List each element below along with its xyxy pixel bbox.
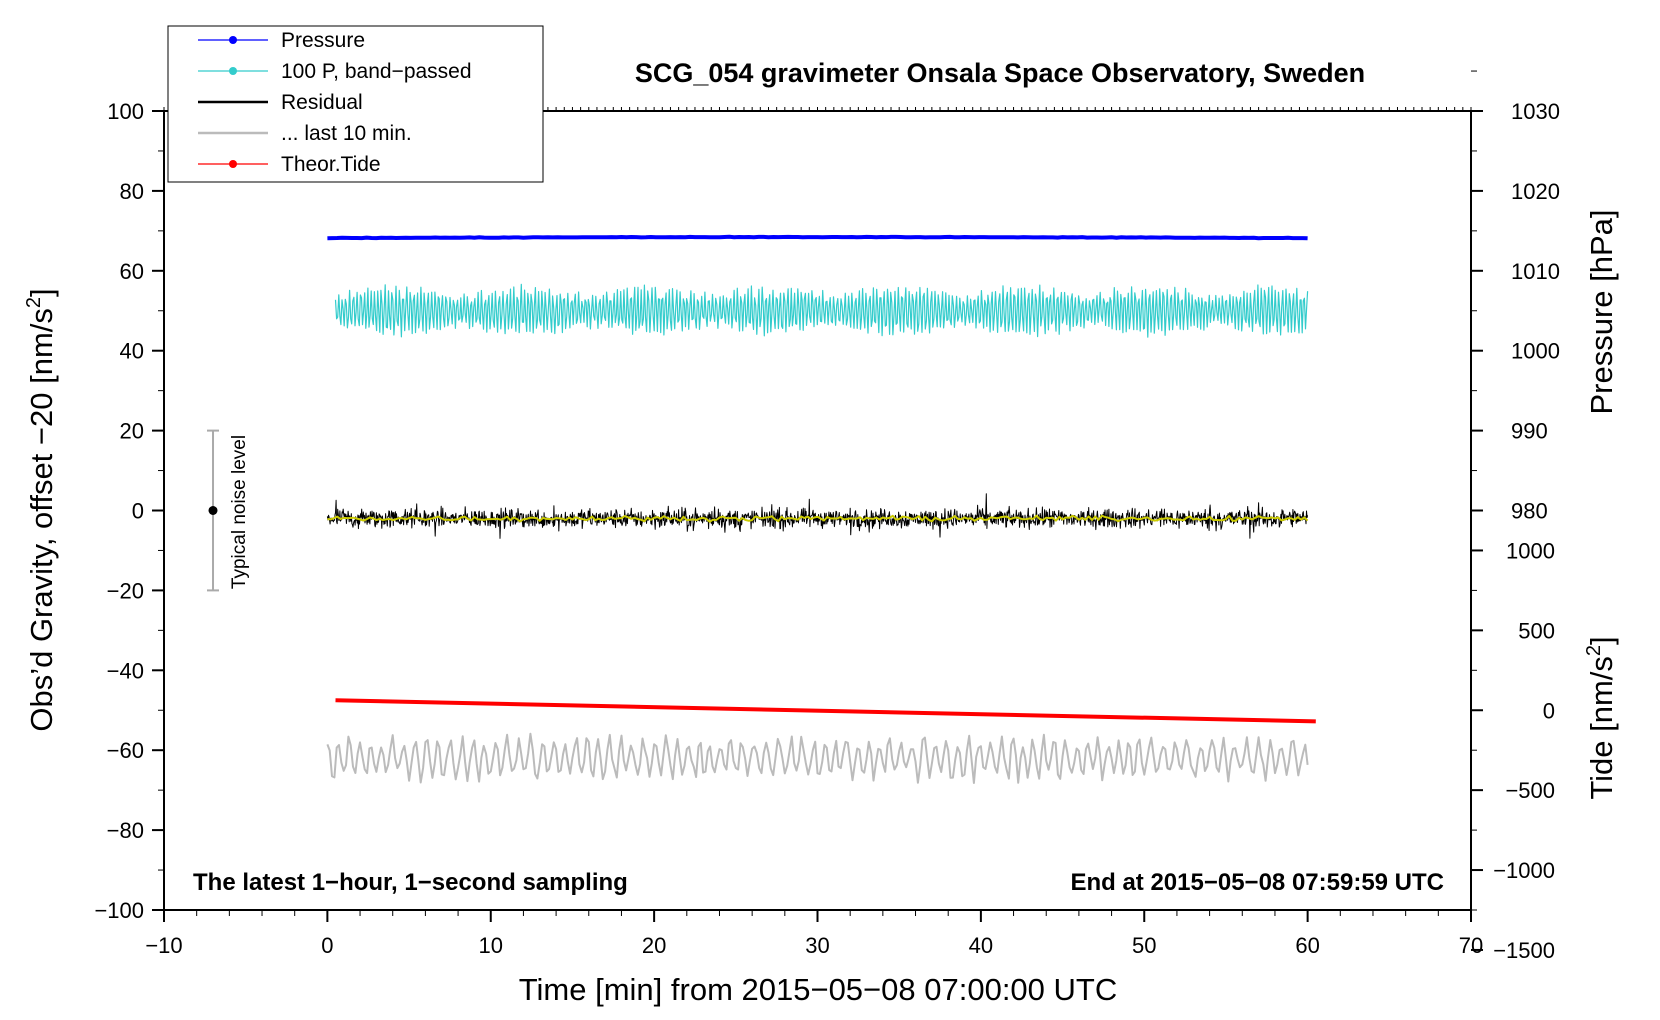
legend-box — [167, 25, 544, 183]
y-tick-label: −60 — [107, 738, 144, 763]
legend-label: Theor.Tide — [281, 153, 381, 176]
x-tick-label: 40 — [969, 933, 993, 958]
pressure-tick-label: 1030 — [1511, 99, 1560, 124]
tide-tick-label: 1000 — [1506, 538, 1555, 563]
x-tick-label: 70 — [1459, 933, 1483, 958]
x-tick-label: 50 — [1132, 933, 1156, 958]
y-tick-label: 60 — [120, 259, 144, 284]
y-tick-label: 40 — [120, 339, 144, 364]
x-tick-label: 30 — [805, 933, 829, 958]
axis-ticks — [152, 70, 1483, 951]
noise-level-label: Typical noise level — [229, 435, 250, 589]
x-axis-title: Time [min] from 2015−05−08 07:00:00 UTC — [519, 972, 1118, 1007]
y-tick-label: −20 — [107, 578, 144, 603]
tide-tick-label: 0 — [1543, 698, 1555, 723]
pressure-tick-label: 1000 — [1511, 339, 1560, 364]
tide-tick-label: −500 — [1505, 778, 1555, 803]
legend-label: ... last 10 min. — [281, 122, 412, 145]
x-tick-label: −10 — [145, 933, 182, 958]
y-tick-label: 0 — [132, 499, 144, 524]
legend: Pressure 100 P, band−passed Residual ... la… — [167, 25, 544, 183]
series-pressure — [327, 234, 1308, 241]
pressure-tick-label: 1020 — [1511, 179, 1560, 204]
x-tick-label: 20 — [642, 933, 666, 958]
x-tick-label: 60 — [1295, 933, 1319, 958]
chart-title: SCG_054 gravimeter Onsala Space Observat… — [635, 58, 1365, 88]
annotation-latest-hour: The latest 1−hour, 1−second sampling — [193, 869, 628, 896]
y-tick-label: 80 — [120, 179, 144, 204]
pressure-tick-label: 990 — [1511, 419, 1548, 444]
y-tick-label: 100 — [107, 99, 144, 124]
y-axis-title-tide: Tide [nm/s2] — [1583, 636, 1619, 799]
series-residual-smoothed — [327, 514, 1309, 523]
pressure-tick-label: 980 — [1511, 499, 1548, 524]
x-tick-label: 10 — [479, 933, 503, 958]
annotation-end-time: End at 2015−05−08 07:59:59 UTC — [1070, 869, 1444, 896]
series-layer — [207, 234, 1316, 784]
legend-label: Pressure — [281, 29, 365, 52]
tide-tick-label: 500 — [1518, 618, 1555, 643]
tick-labels: −10 0 10 20 30 40 50 60 70100806040200−20−40−60−… — [94, 99, 1560, 963]
y-axis-title-gravity: Obs’d Gravity, offset −20 [nm/s2] — [23, 288, 59, 731]
legend-label: 100 P, band−passed — [281, 60, 472, 83]
legend-marker — [229, 67, 237, 75]
noise-bar-point — [208, 506, 218, 515]
series-band-passed-pressure — [334, 283, 1309, 338]
legend-marker — [229, 36, 237, 44]
x-tick-label: 0 — [321, 933, 333, 958]
tide-tick-label: −1500 — [1493, 938, 1555, 963]
series-last-10-min — [326, 732, 1309, 784]
tide-tick-label: −1000 — [1493, 858, 1555, 883]
y-tick-label: −100 — [94, 898, 144, 923]
legend-marker — [229, 160, 237, 168]
y-tick-label: 20 — [120, 419, 144, 444]
plot-frame — [163, 110, 1472, 911]
y-tick-label: −40 — [107, 658, 144, 683]
series-theor-tide — [335, 698, 1316, 724]
legend-label: Residual — [281, 91, 363, 114]
pressure-tick-label: 1010 — [1511, 259, 1560, 284]
y-tick-label: −80 — [107, 818, 144, 843]
y-axis-title-pressure: Pressure [hPa] — [1584, 209, 1619, 414]
